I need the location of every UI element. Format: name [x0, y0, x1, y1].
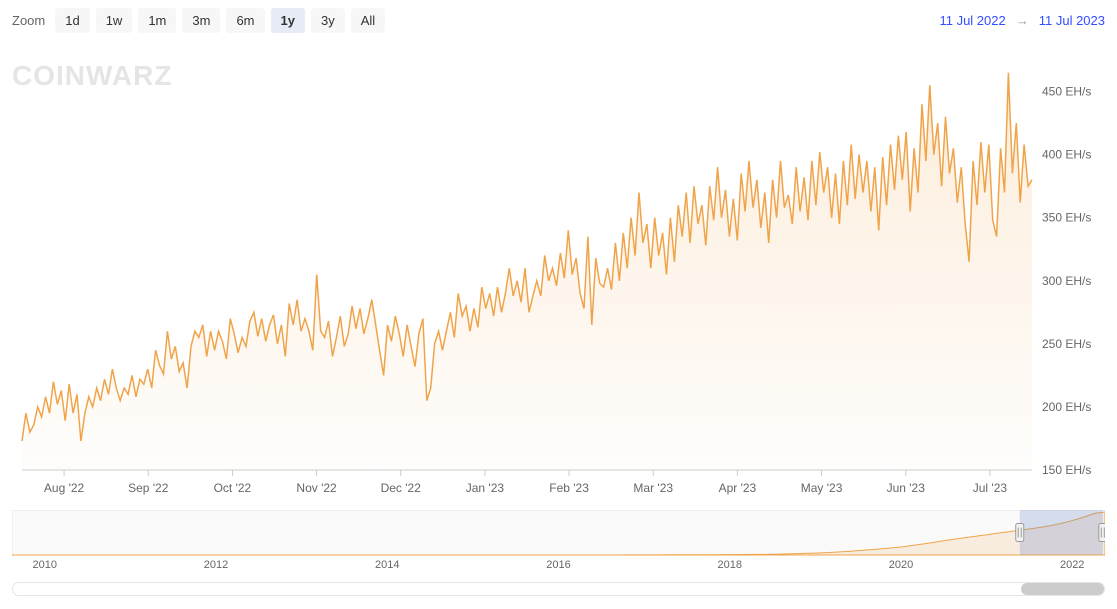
- navigator-tick-label: 2018: [717, 559, 741, 570]
- chart-area-fill: [22, 73, 1032, 470]
- scrollbar[interactable]: [12, 582, 1105, 596]
- date-range: 11 Jul 2022 → 11 Jul 2023: [939, 13, 1105, 28]
- scrollbar-thumb[interactable]: [1021, 583, 1104, 595]
- navigator-tick-label: 2012: [204, 559, 228, 570]
- toolbar: Zoom 1d 1w1m3m6m 1y3yAll 11 Jul 2022 → 11 …: [0, 0, 1117, 37]
- xaxis-tick-label: Jan '23: [466, 481, 505, 495]
- yaxis-tick-label: 250 EH/s: [1042, 337, 1091, 351]
- yaxis-tick-label: 400 EH/s: [1042, 148, 1091, 162]
- zoom-btn-all[interactable]: All: [351, 8, 385, 33]
- xaxis-tick-label: Sep '22: [128, 481, 169, 495]
- navigator-tick-label: 2014: [375, 559, 399, 570]
- xaxis-tick-label: Aug '22: [44, 481, 85, 495]
- date-arrow-icon: →: [1016, 13, 1029, 28]
- date-to[interactable]: 11 Jul 2023: [1039, 13, 1105, 28]
- xaxis-tick-label: Jun '23: [887, 481, 926, 495]
- chart-container: Zoom 1d 1w1m3m6m 1y3yAll 11 Jul 2022 → 11 …: [0, 0, 1117, 609]
- xaxis-tick-label: May '23: [801, 481, 843, 495]
- navigator[interactable]: 2010 2012 2014 2016 2018 2020 2022: [12, 510, 1105, 570]
- date-from[interactable]: 11 Jul 2022: [939, 13, 1005, 28]
- navigator-handle-right[interactable]: [1099, 524, 1105, 542]
- zoom-btn-3y[interactable]: 3y: [311, 8, 345, 33]
- xaxis-tick-label: Apr '23: [719, 481, 757, 495]
- zoom-btn-1m[interactable]: 1m: [138, 8, 176, 33]
- yaxis-tick-label: 150 EH/s: [1042, 463, 1091, 477]
- navigator-selection[interactable]: [1020, 510, 1103, 555]
- zoom-btn-3m[interactable]: 3m: [182, 8, 220, 33]
- navigator-tick-label: 2020: [889, 559, 913, 570]
- navigator-handle-left[interactable]: [1016, 524, 1024, 542]
- zoom-btn-1w[interactable]: 1w: [96, 8, 133, 33]
- main-chart[interactable]: 150 EH/s 200 EH/s 250 EH/s 300 EH/s 350 EH/s…: [12, 50, 1105, 500]
- navigator-tick-label: 2010: [33, 559, 57, 570]
- xaxis-tick-label: Nov '22: [296, 481, 337, 495]
- yaxis-tick-label: 200 EH/s: [1042, 400, 1091, 414]
- navigator-tick-label: 2016: [546, 559, 570, 570]
- zoom-label: Zoom: [12, 13, 45, 28]
- xaxis-tick-label: Oct '22: [214, 481, 252, 495]
- zoom-btn-1d[interactable]: 1d: [55, 8, 89, 33]
- yaxis-tick-label: 450 EH/s: [1042, 85, 1091, 99]
- zoom-btn-6m[interactable]: 6m: [226, 8, 264, 33]
- xaxis-tick-label: Feb '23: [549, 481, 589, 495]
- navigator-tick-label: 2022: [1060, 559, 1084, 570]
- yaxis-tick-label: 300 EH/s: [1042, 274, 1091, 288]
- zoom-btn-1y[interactable]: 1y: [271, 8, 305, 33]
- xaxis-tick-label: Mar '23: [633, 481, 673, 495]
- zoom-group: Zoom 1d 1w1m3m6m 1y3yAll: [12, 8, 385, 33]
- xaxis-tick-label: Jul '23: [973, 481, 1008, 495]
- yaxis-tick-label: 350 EH/s: [1042, 211, 1091, 225]
- xaxis-tick-label: Dec '22: [381, 481, 422, 495]
